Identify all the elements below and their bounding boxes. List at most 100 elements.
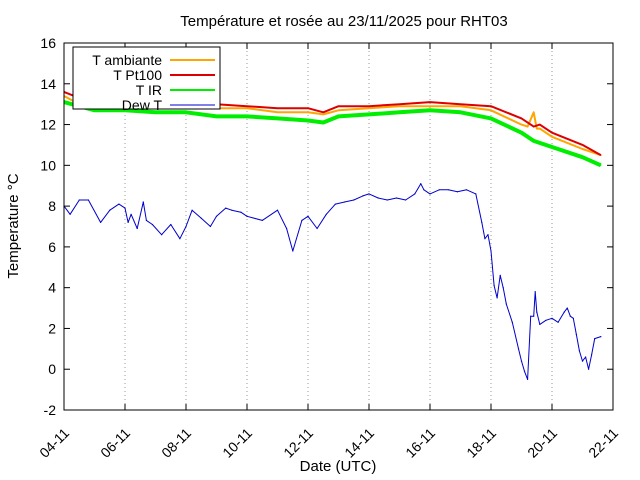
legend-label: T IR bbox=[136, 82, 162, 98]
x-tick-label: 18-11 bbox=[463, 425, 499, 461]
data-point bbox=[87, 199, 89, 201]
data-point bbox=[307, 107, 309, 109]
data-point bbox=[569, 315, 571, 317]
data-point bbox=[585, 356, 587, 358]
data-point bbox=[505, 303, 507, 305]
data-point bbox=[551, 132, 553, 134]
data-point bbox=[539, 323, 541, 325]
x-tick-label: 14-11 bbox=[341, 425, 377, 461]
data-point bbox=[545, 319, 547, 321]
data-point bbox=[523, 370, 526, 372]
data-point bbox=[487, 234, 489, 236]
data-point bbox=[527, 378, 529, 380]
data-point bbox=[322, 113, 324, 115]
y-tick-label: 0 bbox=[48, 361, 56, 377]
y-tick-label: 8 bbox=[48, 198, 56, 214]
data-point bbox=[215, 115, 218, 117]
data-point bbox=[200, 217, 202, 219]
data-point bbox=[292, 250, 294, 252]
data-point bbox=[316, 227, 318, 230]
data-point bbox=[459, 103, 462, 105]
data-point bbox=[261, 219, 263, 221]
data-point bbox=[520, 117, 523, 119]
data-point bbox=[575, 334, 578, 336]
data-point bbox=[447, 189, 449, 191]
data-point bbox=[246, 215, 248, 217]
data-point bbox=[325, 213, 327, 215]
data-point bbox=[438, 189, 440, 191]
data-point bbox=[322, 111, 324, 113]
data-point bbox=[490, 109, 492, 111]
data-point bbox=[286, 227, 288, 230]
data-point bbox=[386, 199, 388, 201]
data-point bbox=[459, 105, 462, 107]
y-tick-label: 4 bbox=[48, 280, 56, 296]
data-point bbox=[490, 105, 492, 107]
legend-box bbox=[72, 46, 221, 110]
data-point bbox=[591, 354, 593, 356]
data-point bbox=[420, 183, 422, 185]
data-point bbox=[93, 109, 96, 111]
data-point bbox=[551, 146, 553, 148]
data-point bbox=[481, 221, 483, 223]
data-point bbox=[459, 111, 462, 113]
y-tick-label: 16 bbox=[40, 35, 56, 51]
data-point bbox=[344, 201, 346, 203]
data-point bbox=[215, 215, 218, 217]
data-point bbox=[185, 225, 187, 228]
data-point bbox=[530, 315, 532, 317]
data-point bbox=[539, 124, 541, 126]
data-point bbox=[581, 144, 584, 146]
data-point bbox=[539, 128, 541, 130]
data-point bbox=[231, 209, 233, 211]
data-point bbox=[517, 348, 520, 350]
data-point bbox=[493, 285, 495, 287]
data-point bbox=[240, 211, 242, 213]
series-line bbox=[63, 183, 601, 380]
data-point bbox=[246, 107, 248, 109]
data-point bbox=[563, 311, 565, 313]
data-point bbox=[429, 193, 431, 195]
data-point bbox=[527, 126, 529, 128]
data-point bbox=[368, 113, 370, 115]
data-point bbox=[337, 105, 340, 107]
x-tick-label: 04-11 bbox=[36, 425, 72, 461]
data-point bbox=[276, 107, 279, 109]
data-point bbox=[362, 195, 364, 197]
x-tick-label: 12-11 bbox=[280, 425, 316, 461]
data-point bbox=[353, 199, 355, 201]
data-point bbox=[496, 297, 498, 299]
data-point bbox=[414, 193, 416, 195]
data-point bbox=[225, 207, 227, 209]
data-point bbox=[398, 111, 401, 113]
data-point bbox=[179, 238, 181, 240]
data-point bbox=[69, 213, 71, 215]
data-point bbox=[136, 227, 138, 230]
data-point bbox=[161, 234, 163, 236]
x-tick-label: 10-11 bbox=[219, 425, 255, 461]
data-point bbox=[600, 164, 602, 166]
data-point bbox=[466, 189, 468, 191]
data-point bbox=[581, 360, 584, 362]
data-point bbox=[124, 109, 126, 111]
data-point bbox=[322, 121, 324, 124]
data-point bbox=[490, 117, 492, 119]
data-point bbox=[301, 219, 303, 221]
legend-label: Dew T bbox=[122, 97, 163, 113]
data-point bbox=[429, 109, 431, 111]
y-axis: -2 0 2 4 6 8 10 12 14 16 bbox=[40, 35, 613, 418]
data-point bbox=[520, 132, 523, 134]
data-point bbox=[185, 111, 187, 113]
data-point bbox=[398, 103, 401, 105]
x-tick-label: 16-11 bbox=[402, 425, 438, 461]
data-point bbox=[109, 209, 111, 211]
y-axis-title: Temperature °C bbox=[5, 173, 22, 278]
data-point bbox=[377, 197, 379, 199]
data-point bbox=[246, 115, 248, 117]
data-point bbox=[534, 119, 536, 122]
series-line bbox=[63, 100, 602, 168]
data-point bbox=[118, 203, 120, 205]
data-point bbox=[600, 154, 602, 156]
